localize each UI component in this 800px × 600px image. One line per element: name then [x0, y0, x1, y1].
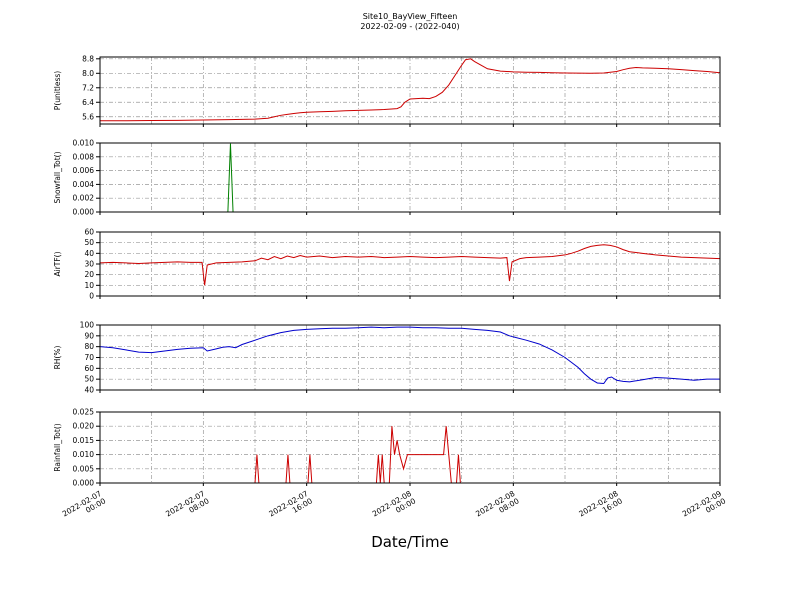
x-tick-label: 2022-02-0700:00 — [61, 489, 108, 526]
y-tick-label: 20 — [84, 270, 94, 279]
y-tick-label: 40 — [84, 386, 94, 395]
series-line-RH — [100, 326, 720, 385]
y-tick-label: 0.015 — [73, 436, 95, 445]
y-tick-label: 8.8 — [82, 54, 94, 63]
panel-Snowfall: 0.000 0.002 0.004 0.006 0.008 0.010 Snowfall_T… — [53, 139, 721, 217]
series-line-Rainfall — [100, 426, 720, 483]
y-tick-label: 30 — [84, 260, 94, 269]
x-tick-label: 2022-02-0800:00 — [371, 489, 418, 526]
y-tick-label: 0.002 — [73, 194, 95, 203]
y-tick-label: 0.004 — [73, 180, 95, 189]
y-tick-label: 5.6 — [82, 112, 94, 121]
x-tick-label: 2022-02-0808:00 — [474, 489, 521, 526]
y-axis-label: P(unitless) — [53, 71, 62, 110]
chart-title: Site10_BayView_Fifteen 2022-02-09 - (202… — [100, 12, 720, 32]
x-axis-title: Date/Time — [371, 533, 449, 551]
y-tick-label: 50 — [84, 238, 94, 247]
y-tick-label: 0.025 — [73, 408, 95, 417]
series-line-AirTF — [100, 244, 720, 286]
y-tick-label: 6.4 — [82, 98, 94, 107]
y-tick-label: 0.020 — [73, 422, 95, 431]
y-tick-label: 0.000 — [73, 208, 95, 217]
series-line-P — [100, 58, 720, 122]
y-tick-label: 8.0 — [82, 69, 94, 78]
y-tick-label: 50 — [84, 375, 94, 384]
y-tick-label: 10 — [84, 281, 94, 290]
y-tick-label: 100 — [80, 321, 95, 330]
y-axis-label: AirTF() — [53, 251, 62, 276]
y-tick-label: 0.005 — [73, 464, 95, 473]
y-tick-label: 70 — [84, 353, 94, 362]
y-tick-label: 60 — [84, 228, 94, 237]
y-tick-label: 0.010 — [73, 139, 95, 148]
y-tick-label: 60 — [84, 364, 94, 373]
x-tick-label: 2022-02-0708:00 — [164, 489, 211, 526]
y-tick-label: 0.006 — [73, 166, 95, 175]
y-tick-label: 0 — [89, 292, 94, 301]
y-axis-label: Snowfall_Tot() — [53, 151, 62, 203]
x-tick-label: 2022-02-0900:00 — [681, 489, 728, 526]
y-tick-label: 0.008 — [73, 152, 95, 161]
chart-title-line2: 2022-02-09 - (2022-040) — [360, 22, 460, 31]
y-tick-label: 7.2 — [82, 83, 94, 92]
x-tick-label: 2022-02-0816:00 — [577, 489, 624, 526]
series-line-Snowfall — [100, 143, 720, 212]
panel-Rainfall: 0.000 0.005 0.010 0.015 0.020 0.025 Rainfall_T… — [53, 408, 721, 488]
y-tick-label: 40 — [84, 249, 94, 258]
x-tick-label: 2022-02-0716:00 — [267, 489, 314, 526]
y-tick-label: 80 — [84, 342, 94, 351]
y-axis-label: RH(%) — [53, 346, 62, 370]
grid — [99, 57, 721, 124]
y-tick-label: 0.010 — [73, 450, 95, 459]
y-tick-label: 90 — [84, 331, 94, 340]
panel-P: 5.6 6.4 7.2 8.0 8.8 P(unitless) — [53, 54, 721, 127]
y-axis-label: Rainfall_Tot() — [53, 423, 62, 471]
y-tick-label: 0.000 — [73, 479, 95, 488]
chart-title-line1: Site10_BayView_Fifteen — [362, 12, 458, 21]
